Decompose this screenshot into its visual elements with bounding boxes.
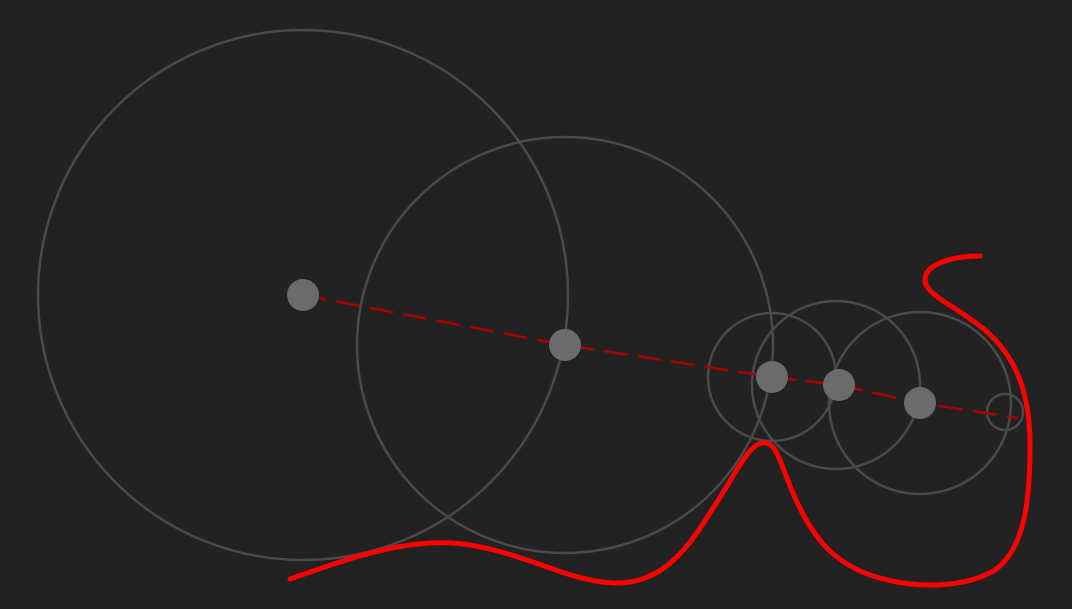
epicycle-circle-4 (750, 299, 922, 471)
epicycle-circles (36, 28, 1025, 562)
center-dot-2 (549, 329, 581, 361)
center-dot-3 (756, 361, 788, 393)
center-dot-1 (287, 279, 319, 311)
center-dot-5 (904, 387, 936, 419)
epicycle-circle-2 (355, 135, 775, 555)
traced-path (287, 253, 1033, 588)
epicycle-circle-5 (827, 310, 1013, 496)
center-dot-4 (823, 369, 855, 401)
circle-center-dots (287, 279, 936, 419)
epicycle-chain-line (302, 293, 1019, 420)
epicycle-circle-6 (985, 392, 1025, 432)
epicycle-circle-1 (36, 28, 570, 562)
